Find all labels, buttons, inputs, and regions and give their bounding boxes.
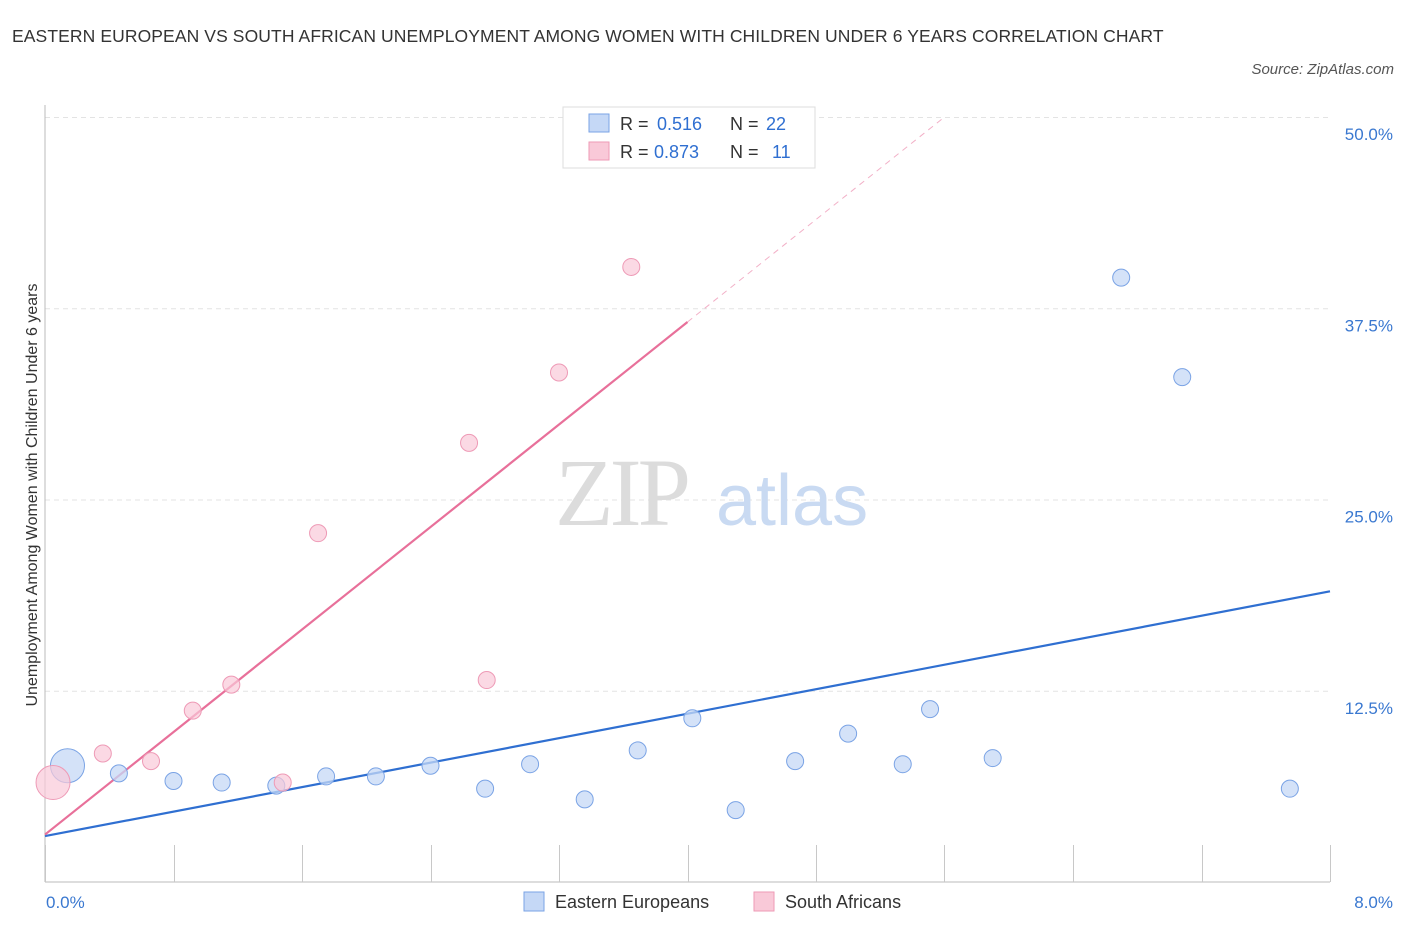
axes bbox=[44, 105, 1330, 883]
stats-legend: R = 0.516 N = 22 R = 0.873 N = 11 bbox=[562, 106, 816, 169]
data-point-southafrican bbox=[183, 701, 202, 720]
data-point-southafrican bbox=[477, 671, 496, 690]
data-point-eastern bbox=[421, 756, 440, 775]
legend-label-southafrican: South Africans bbox=[785, 892, 901, 912]
data-point-eastern bbox=[476, 779, 495, 798]
data-point-eastern bbox=[921, 700, 940, 719]
stats-r-label-eastern: R = bbox=[620, 114, 649, 134]
data-point-southafrican bbox=[460, 433, 479, 452]
series-legend: Eastern Europeans South Africans bbox=[523, 891, 901, 912]
x-ticks bbox=[45, 845, 1331, 882]
data-point-eastern bbox=[366, 767, 385, 786]
y-tick-label: 50.0% bbox=[1345, 125, 1393, 144]
legend-label-eastern: Eastern Europeans bbox=[555, 892, 709, 912]
data-point-eastern bbox=[521, 755, 540, 774]
data-point-southafrican bbox=[273, 773, 292, 792]
y-tick-labels: 12.5% 25.0% 37.5% 50.0% bbox=[1345, 125, 1393, 718]
trend-lines bbox=[44, 116, 1331, 838]
watermark-zip: ZIP bbox=[555, 439, 688, 546]
data-point-eastern bbox=[683, 709, 702, 728]
stats-r-label-southafrican: R = bbox=[620, 142, 649, 162]
stats-r-value-southafrican: 0.873 bbox=[654, 142, 699, 162]
data-point-southafrican bbox=[142, 752, 161, 771]
data-points bbox=[35, 257, 1299, 820]
stats-swatch-eastern bbox=[588, 113, 610, 133]
y-tick-label: 37.5% bbox=[1345, 316, 1393, 335]
stats-n-label-southafrican: N = bbox=[730, 142, 759, 162]
stats-n-label-eastern: N = bbox=[730, 114, 759, 134]
stats-swatch-southafrican bbox=[588, 141, 610, 161]
data-point-southafrican bbox=[550, 363, 568, 382]
data-point-eastern bbox=[983, 749, 1002, 768]
legend-swatch-eastern bbox=[523, 891, 545, 912]
data-point-eastern bbox=[726, 801, 745, 820]
data-point-eastern bbox=[893, 755, 912, 774]
data-point-eastern bbox=[317, 767, 336, 786]
watermark: ZIP atlas bbox=[555, 439, 868, 546]
data-point-eastern bbox=[628, 741, 647, 760]
data-point-eastern bbox=[164, 772, 183, 791]
data-point-southafrican bbox=[622, 257, 641, 276]
y-axis-label: Unemployment Among Women with Children U… bbox=[24, 283, 41, 706]
data-point-eastern bbox=[1173, 368, 1192, 387]
data-point-eastern bbox=[1112, 268, 1131, 287]
stats-n-value-eastern: 22 bbox=[766, 114, 786, 134]
stats-r-value-eastern: 0.516 bbox=[657, 114, 702, 134]
data-point-southafrican bbox=[35, 765, 71, 801]
y-tick-label: 12.5% bbox=[1345, 699, 1393, 718]
data-point-southafrican bbox=[222, 675, 241, 694]
stats-n-value-southafrican: 11 bbox=[772, 142, 791, 162]
trend-line-southafrican bbox=[44, 321, 689, 836]
data-point-eastern bbox=[786, 752, 805, 771]
data-point-eastern bbox=[1280, 779, 1299, 798]
data-point-eastern bbox=[109, 764, 128, 783]
y-tick-label: 25.0% bbox=[1345, 508, 1393, 527]
data-point-eastern bbox=[839, 724, 858, 743]
data-point-eastern bbox=[575, 790, 594, 809]
data-point-southafrican bbox=[309, 524, 328, 543]
chart-title: EASTERN EUROPEAN VS SOUTH AFRICAN UNEMPL… bbox=[12, 26, 1164, 46]
x-tick-label-max: 8.0% bbox=[1354, 893, 1393, 912]
watermark-atlas: atlas bbox=[716, 461, 868, 541]
legend-swatch-southafrican bbox=[753, 891, 775, 912]
source-label: Source: ZipAtlas.com bbox=[1251, 61, 1394, 78]
x-tick-label-min: 0.0% bbox=[46, 893, 85, 912]
data-point-southafrican bbox=[93, 744, 112, 763]
data-point-eastern bbox=[212, 773, 231, 792]
grid-lines bbox=[45, 117, 1330, 692]
